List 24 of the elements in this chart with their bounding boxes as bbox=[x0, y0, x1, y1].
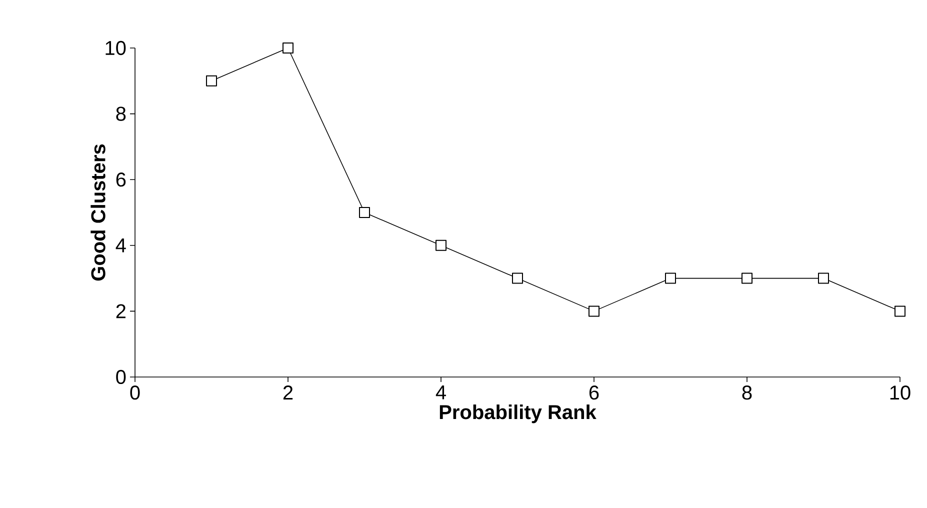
y-axis-title: Good Clusters bbox=[90, 144, 106, 281]
point bbox=[282, 42, 294, 54]
x-tick-label: 0 bbox=[130, 386, 140, 400]
y-tick-label: 2 bbox=[116, 304, 126, 318]
y-tick-label: 6 bbox=[116, 172, 126, 187]
x-tick-label: 8 bbox=[742, 386, 752, 400]
point bbox=[512, 272, 524, 284]
point bbox=[818, 272, 829, 284]
point bbox=[359, 206, 370, 218]
y-tick-label: 0 bbox=[116, 370, 126, 384]
y-tick-label: 4 bbox=[116, 238, 126, 252]
point bbox=[894, 306, 906, 317]
x-tick-label: 10 bbox=[890, 386, 910, 400]
x-axis-title: Probability Rank bbox=[440, 404, 596, 424]
y-tick-label: 10 bbox=[106, 40, 126, 56]
point bbox=[588, 306, 600, 317]
x-tick-label: 4 bbox=[436, 386, 446, 400]
point bbox=[665, 272, 676, 284]
x-tick-label: 6 bbox=[589, 386, 599, 400]
point bbox=[741, 272, 752, 284]
x-tick-label: 2 bbox=[283, 386, 293, 400]
point bbox=[436, 240, 446, 251]
y-tick-label: 8 bbox=[116, 106, 126, 121]
point bbox=[206, 75, 218, 86]
